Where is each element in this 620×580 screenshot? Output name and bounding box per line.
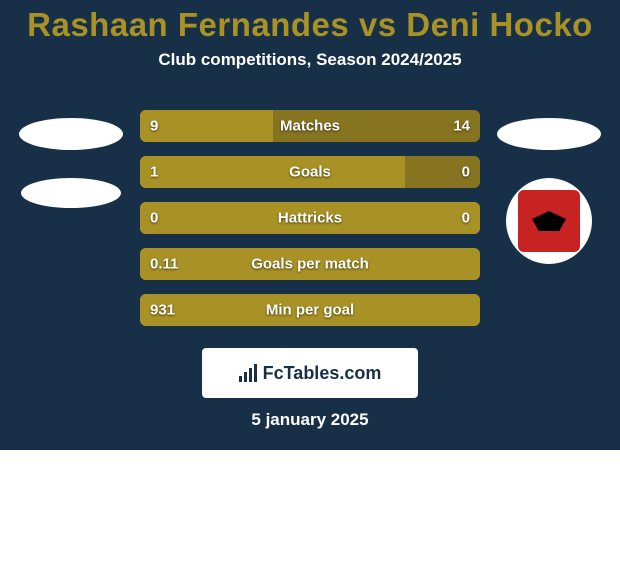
footer-logo: FcTables.com — [202, 348, 418, 398]
stat-value-left: 9 — [150, 118, 158, 135]
left-team-column — [16, 110, 126, 208]
stat-label: Goals per match — [251, 256, 369, 273]
stat-fill — [140, 156, 405, 188]
stat-value-right: 14 — [453, 118, 470, 135]
team-badge — [506, 178, 592, 264]
footer-logo-text: FcTables.com — [263, 363, 382, 384]
stat-value-left: 0 — [150, 210, 158, 227]
comparison-card: Rashaan Fernandes vs Deni Hocko Club com… — [0, 0, 620, 450]
stat-row: 9 Matches 14 — [140, 110, 480, 142]
page-title: Rashaan Fernandes vs Deni Hocko — [0, 0, 620, 44]
team-badge-inner — [518, 190, 580, 252]
team-logo-placeholder — [19, 118, 123, 150]
bar-chart-icon — [239, 364, 257, 382]
stat-value-left: 931 — [150, 302, 175, 319]
stat-label: Matches — [280, 118, 340, 135]
stat-label: Min per goal — [266, 302, 354, 319]
content-area: 9 Matches 14 1 Goals 0 0 Hattricks 0 0.11 Goals pe… — [0, 110, 620, 326]
stat-label: Hattricks — [278, 210, 342, 227]
stat-row: 1 Goals 0 — [140, 156, 480, 188]
stat-value-right: 0 — [462, 164, 470, 181]
stat-row: 931 Min per goal — [140, 294, 480, 326]
subtitle: Club competitions, Season 2024/2025 — [0, 50, 620, 70]
stat-bars: 9 Matches 14 1 Goals 0 0 Hattricks 0 0.11 Goals pe… — [140, 110, 480, 326]
team-logo-placeholder — [497, 118, 601, 150]
footer-date: 5 january 2025 — [0, 410, 620, 430]
stat-value-left: 1 — [150, 164, 158, 181]
stat-value-left: 0.11 — [150, 256, 178, 273]
stat-row: 0.11 Goals per match — [140, 248, 480, 280]
badge-accent-icon — [532, 211, 566, 231]
team-logo-placeholder — [21, 178, 121, 208]
stat-fill — [140, 110, 273, 142]
stat-label: Goals — [289, 164, 331, 181]
stat-row: 0 Hattricks 0 — [140, 202, 480, 234]
right-team-column — [494, 110, 604, 264]
stat-value-right: 0 — [462, 210, 470, 227]
